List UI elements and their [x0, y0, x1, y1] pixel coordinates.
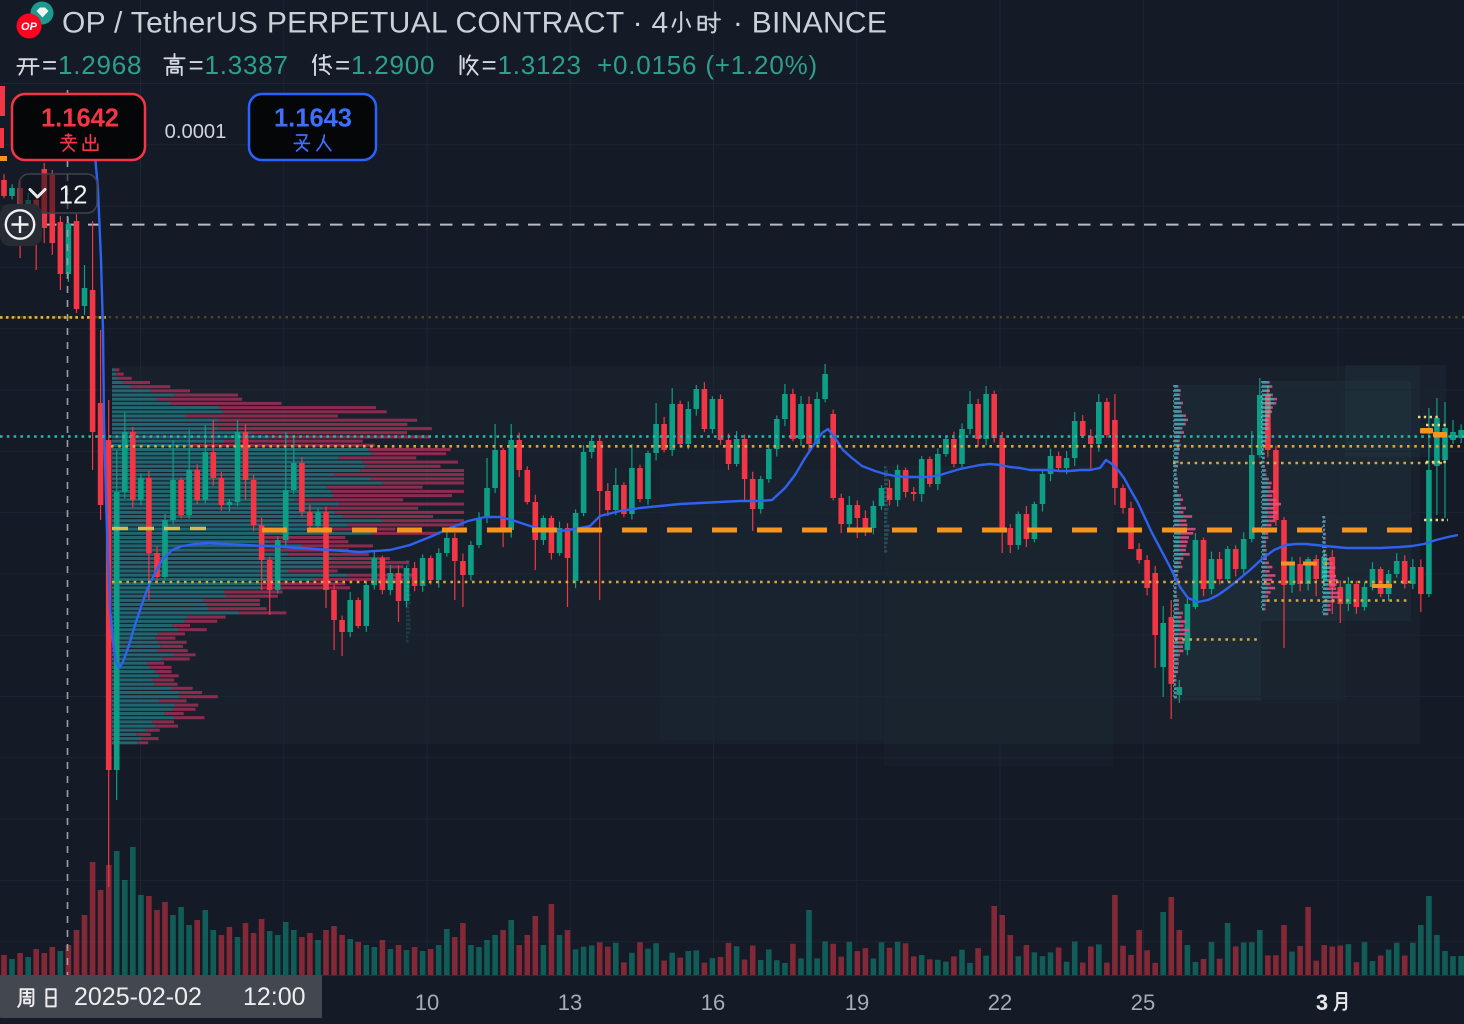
svg-text:1.1643: 1.1643: [274, 105, 352, 133]
svg-text:19: 19: [845, 990, 869, 1015]
svg-text:+0.0156 (+1.20%): +0.0156 (+1.20%): [597, 50, 818, 80]
svg-text:12:00: 12:00: [243, 983, 306, 1011]
svg-text:10: 10: [415, 990, 439, 1015]
svg-text:OP / TetherUS PERPETUAL CONTRA: OP / TetherUS PERPETUAL CONTRACT · 4: [62, 7, 669, 40]
svg-text:1.1642: 1.1642: [41, 105, 119, 133]
svg-text:12: 12: [59, 180, 88, 210]
svg-text:3: 3: [1316, 990, 1328, 1015]
svg-text:=1.2900: =1.2900: [335, 50, 435, 80]
svg-text:=1.3387: =1.3387: [189, 50, 289, 80]
svg-text:=1.3123: =1.3123: [482, 50, 582, 80]
svg-text:2025-02-02: 2025-02-02: [74, 983, 202, 1011]
svg-text:=1.2968: =1.2968: [42, 50, 142, 80]
svg-text:22: 22: [988, 990, 1012, 1015]
svg-text:· BINANCE: · BINANCE: [724, 7, 887, 40]
svg-text:16: 16: [701, 990, 725, 1015]
svg-text:OP: OP: [21, 21, 38, 33]
svg-text:13: 13: [558, 990, 582, 1015]
svg-text:25: 25: [1131, 990, 1155, 1015]
svg-text:0.0001: 0.0001: [165, 121, 227, 143]
